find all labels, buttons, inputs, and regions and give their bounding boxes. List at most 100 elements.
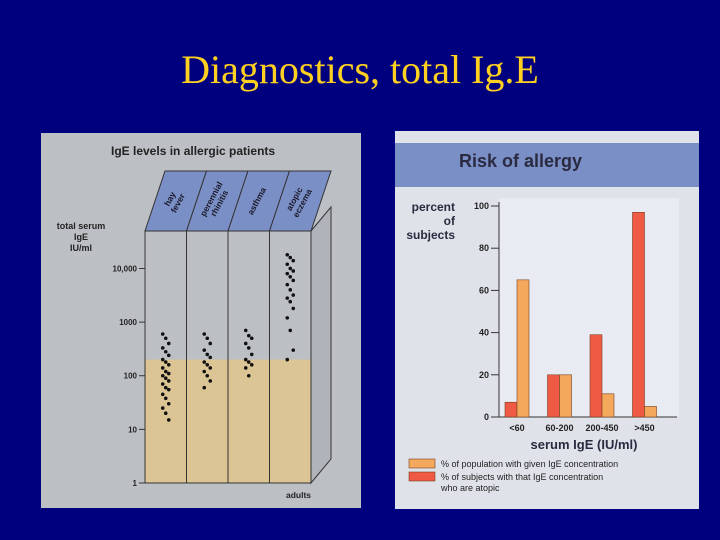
data-point xyxy=(243,357,248,362)
slide-title: Diagnostics, total Ig.E xyxy=(181,47,539,92)
bar xyxy=(589,334,603,418)
legend-label: % of subjects with that IgE concentratio… xyxy=(441,472,603,482)
data-point xyxy=(285,296,290,300)
data-point xyxy=(288,266,293,271)
y-tick-label: 0 xyxy=(484,412,489,422)
legend-swatch xyxy=(408,458,436,469)
data-point xyxy=(291,258,296,263)
y-tick-label: 80 xyxy=(479,243,489,253)
y-label-line: total serum xyxy=(57,221,106,231)
data-point xyxy=(205,336,210,341)
data-point xyxy=(208,341,213,346)
risk-chart-title: Risk of allergy xyxy=(459,151,582,171)
data-point xyxy=(160,332,165,336)
data-point xyxy=(163,349,168,354)
data-point xyxy=(249,352,254,357)
data-point xyxy=(243,341,248,346)
x-axis-label: serum IgE (IU/ml) xyxy=(531,437,638,452)
data-point xyxy=(166,387,171,392)
data-point xyxy=(205,362,210,367)
y-label-line: of xyxy=(444,214,456,228)
data-point xyxy=(160,406,165,410)
legend-swatch xyxy=(408,471,436,482)
data-point xyxy=(246,373,251,378)
y-tick-label: 10,000 xyxy=(113,264,138,273)
data-point xyxy=(285,252,290,257)
risk-panel: Risk of allergy percent of subjects 0 20 40 6… xyxy=(395,131,699,509)
data-point xyxy=(202,385,207,390)
y-label-line: subjects xyxy=(406,228,455,242)
data-point xyxy=(160,392,165,397)
data-point xyxy=(205,352,210,357)
data-point xyxy=(166,362,171,367)
data-point xyxy=(285,316,290,320)
data-point xyxy=(160,346,165,350)
y-label-line: IU/ml xyxy=(70,243,92,253)
bar xyxy=(601,393,615,418)
bar xyxy=(504,401,518,418)
data-point xyxy=(246,346,251,350)
legend-label-cont: who are atopic xyxy=(440,483,500,493)
data-point xyxy=(246,360,251,364)
ige-levels-panel: IgE levels in allergic patients total se… xyxy=(41,133,361,508)
data-point xyxy=(166,341,171,346)
data-point xyxy=(163,336,168,341)
x-tick-label: >450 xyxy=(634,423,654,433)
data-point xyxy=(249,336,254,341)
x-tick-label: 200-450 xyxy=(585,423,618,433)
bar xyxy=(644,406,657,418)
y-tick-label: 60 xyxy=(479,285,489,295)
y-tick-label: 100 xyxy=(474,201,489,211)
data-point xyxy=(166,418,171,422)
y-tick-label: 1 xyxy=(133,479,138,488)
x-tick-label: 60-200 xyxy=(545,423,573,433)
data-point xyxy=(249,362,254,367)
data-point xyxy=(291,306,296,311)
y-label-line: IgE xyxy=(74,232,88,242)
data-point xyxy=(291,269,296,273)
data-point xyxy=(166,353,171,358)
data-point xyxy=(163,360,168,364)
y-tick-label: 100 xyxy=(124,372,138,381)
data-point xyxy=(202,369,207,374)
risk-header-band xyxy=(395,143,699,187)
bar xyxy=(516,279,530,418)
y-label-line: percent xyxy=(412,200,455,214)
data-point xyxy=(288,288,293,292)
data-point xyxy=(160,373,165,378)
data-point xyxy=(202,332,207,336)
data-point xyxy=(160,357,165,362)
data-point xyxy=(163,385,168,390)
x-axis-label: adults xyxy=(286,490,311,500)
data-point xyxy=(291,293,296,297)
bar xyxy=(547,374,560,418)
data-point xyxy=(166,401,171,406)
data-point xyxy=(285,282,290,287)
data-point xyxy=(202,360,207,364)
data-point xyxy=(208,355,213,360)
data-point xyxy=(202,348,207,352)
data-point xyxy=(166,379,171,383)
category-header xyxy=(268,170,332,232)
data-point xyxy=(163,376,168,380)
bar xyxy=(632,212,645,418)
data-point xyxy=(160,382,165,386)
x-tick-label: <60 xyxy=(509,423,524,433)
data-point xyxy=(163,396,168,401)
data-point xyxy=(163,369,168,374)
data-point xyxy=(285,271,290,276)
data-point xyxy=(288,299,293,304)
data-point xyxy=(285,357,290,362)
data-point xyxy=(243,328,248,333)
data-point xyxy=(291,348,296,352)
ige-chart-title: IgE levels in allergic patients xyxy=(111,144,275,158)
data-point xyxy=(208,379,213,383)
data-point xyxy=(163,411,168,416)
legend-label: % of population with given IgE concentra… xyxy=(441,459,618,469)
data-point xyxy=(166,371,171,376)
data-point xyxy=(285,262,290,267)
